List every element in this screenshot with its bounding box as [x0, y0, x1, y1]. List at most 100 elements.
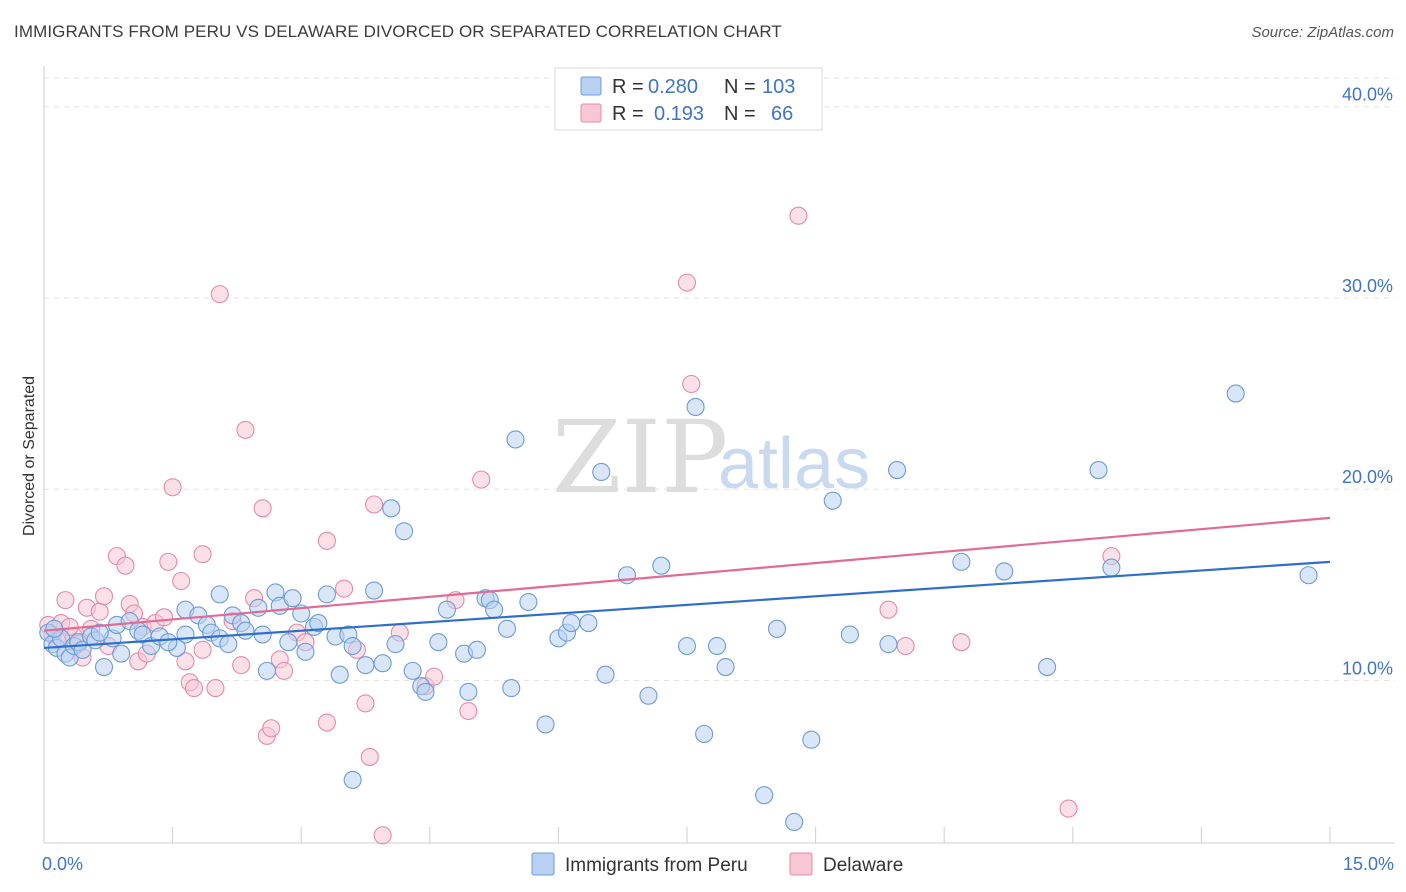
data-point-delaware: [94, 587, 114, 606]
data-point-delaware: [184, 679, 204, 698]
data-point-peru: [330, 665, 349, 684]
data-point-delaware: [425, 667, 444, 686]
data-point-delaware: [193, 640, 212, 659]
data-point-delaware: [236, 420, 255, 439]
data-point-delaware: [262, 719, 281, 738]
top-legend: R = 0.280 N = 103 R = 0.193 N = 66: [554, 67, 823, 131]
y-tick-labels: 10.0% 20.0% 30.0% 40.0%: [1342, 85, 1393, 679]
data-point-peru: [373, 654, 392, 673]
legend-r-value: 0.193: [654, 103, 704, 125]
data-point-peru: [879, 635, 898, 654]
x-tick-labels: 0.0% 15.0%: [42, 854, 1394, 874]
x-tick-label: 0.0%: [42, 854, 83, 874]
watermark-zip: ZIP: [552, 399, 728, 516]
data-point-delaware: [373, 826, 392, 845]
data-point-peru: [1299, 566, 1318, 585]
data-point-peru: [617, 566, 637, 585]
data-point-peru: [755, 786, 774, 805]
data-point-peru: [343, 770, 362, 789]
data-point-delaware: [210, 285, 229, 304]
data-point-delaware: [317, 531, 336, 550]
legend-n-label: N =: [724, 76, 756, 98]
data-point-peru: [467, 640, 487, 659]
watermark-atlas: atlas: [718, 424, 870, 504]
data-point-delaware: [1059, 799, 1078, 818]
data-point-peru: [112, 644, 131, 663]
data-point-peru: [995, 562, 1014, 581]
bottom-legend-label-delaware: Delaware: [823, 855, 903, 876]
gridlines: [44, 77, 1395, 681]
trend-line-peru: [43, 560, 1331, 650]
legend-n-label: N =: [724, 103, 756, 125]
data-point-peru: [652, 556, 671, 575]
data-point-delaware: [360, 747, 379, 766]
trend-line-delaware: [43, 516, 1331, 632]
data-point-peru: [459, 682, 478, 701]
data-point-peru: [309, 614, 328, 633]
data-point-peru: [236, 621, 255, 640]
data-point-peru: [94, 657, 114, 677]
data-point-peru: [365, 581, 384, 600]
data-point-peru: [562, 614, 581, 633]
data-point-peru: [403, 661, 422, 680]
data-point-delaware: [789, 206, 808, 225]
data-point-peru: [579, 614, 598, 633]
bottom-legend: Immigrants from Peru Delaware: [531, 852, 903, 876]
data-point-delaware: [459, 701, 478, 721]
bottom-legend-label-peru: Immigrants from Peru: [565, 855, 748, 876]
data-point-peru: [1102, 558, 1121, 577]
legend-r-value: 0.280: [648, 76, 698, 98]
data-point-delaware: [172, 571, 191, 591]
data-point-peru: [416, 682, 435, 701]
data-point-delaware: [335, 579, 354, 598]
data-point-peru: [437, 600, 456, 619]
legend-r-label: R =: [612, 103, 644, 125]
data-point-delaware: [472, 470, 491, 489]
data-point-peru: [695, 724, 714, 744]
data-point-peru: [887, 461, 907, 480]
data-point-peru: [249, 598, 268, 617]
data-point-peru: [395, 522, 414, 541]
data-point-delaware: [677, 273, 697, 292]
axes: [43, 66, 1395, 844]
legend-r-label: R =: [612, 76, 644, 98]
legend-n-value: 103: [762, 76, 795, 98]
data-point-peru: [279, 633, 298, 652]
data-point-peru: [716, 657, 735, 677]
bottom-legend-swatch-delaware: [789, 852, 813, 876]
legend-n-value: 66: [771, 103, 793, 125]
data-point-peru: [802, 730, 821, 749]
data-point-peru: [257, 661, 276, 680]
data-point-peru: [343, 636, 362, 656]
data-point-peru: [1089, 461, 1108, 480]
data-point-peru: [1038, 657, 1057, 677]
data-point-delaware: [879, 600, 898, 619]
chart-title: IMMIGRANTS FROM PERU VS DELAWARE DIVORCE…: [14, 22, 782, 41]
data-point-peru: [592, 462, 611, 482]
trend-lines: [43, 516, 1331, 650]
data-point-peru: [767, 619, 787, 638]
data-point-delaware: [896, 636, 915, 656]
data-point-peru: [840, 625, 859, 644]
data-point-peru: [210, 585, 229, 604]
data-point-peru: [386, 635, 405, 654]
data-point-delaware: [275, 661, 294, 680]
data-point-delaware: [365, 495, 384, 514]
data-point-peru: [382, 499, 401, 518]
chart-source: Source: ZipAtlas.com: [1251, 24, 1394, 41]
data-point-delaware: [232, 656, 251, 675]
data-point-delaware: [176, 652, 195, 671]
data-point-peru: [497, 619, 517, 638]
y-axis-label: Divorced or Separated: [21, 376, 38, 536]
data-point-delaware: [159, 552, 178, 571]
data-point-peru: [686, 397, 705, 417]
data-point-peru: [639, 686, 658, 705]
data-point-peru: [677, 636, 697, 656]
data-point-peru: [1226, 384, 1245, 403]
legend-swatch-delaware: [580, 103, 602, 123]
data-point-peru: [283, 589, 302, 608]
data-point-delaware: [952, 633, 971, 652]
x-tick-label: 15.0%: [1343, 854, 1394, 874]
data-point-peru: [485, 600, 504, 619]
